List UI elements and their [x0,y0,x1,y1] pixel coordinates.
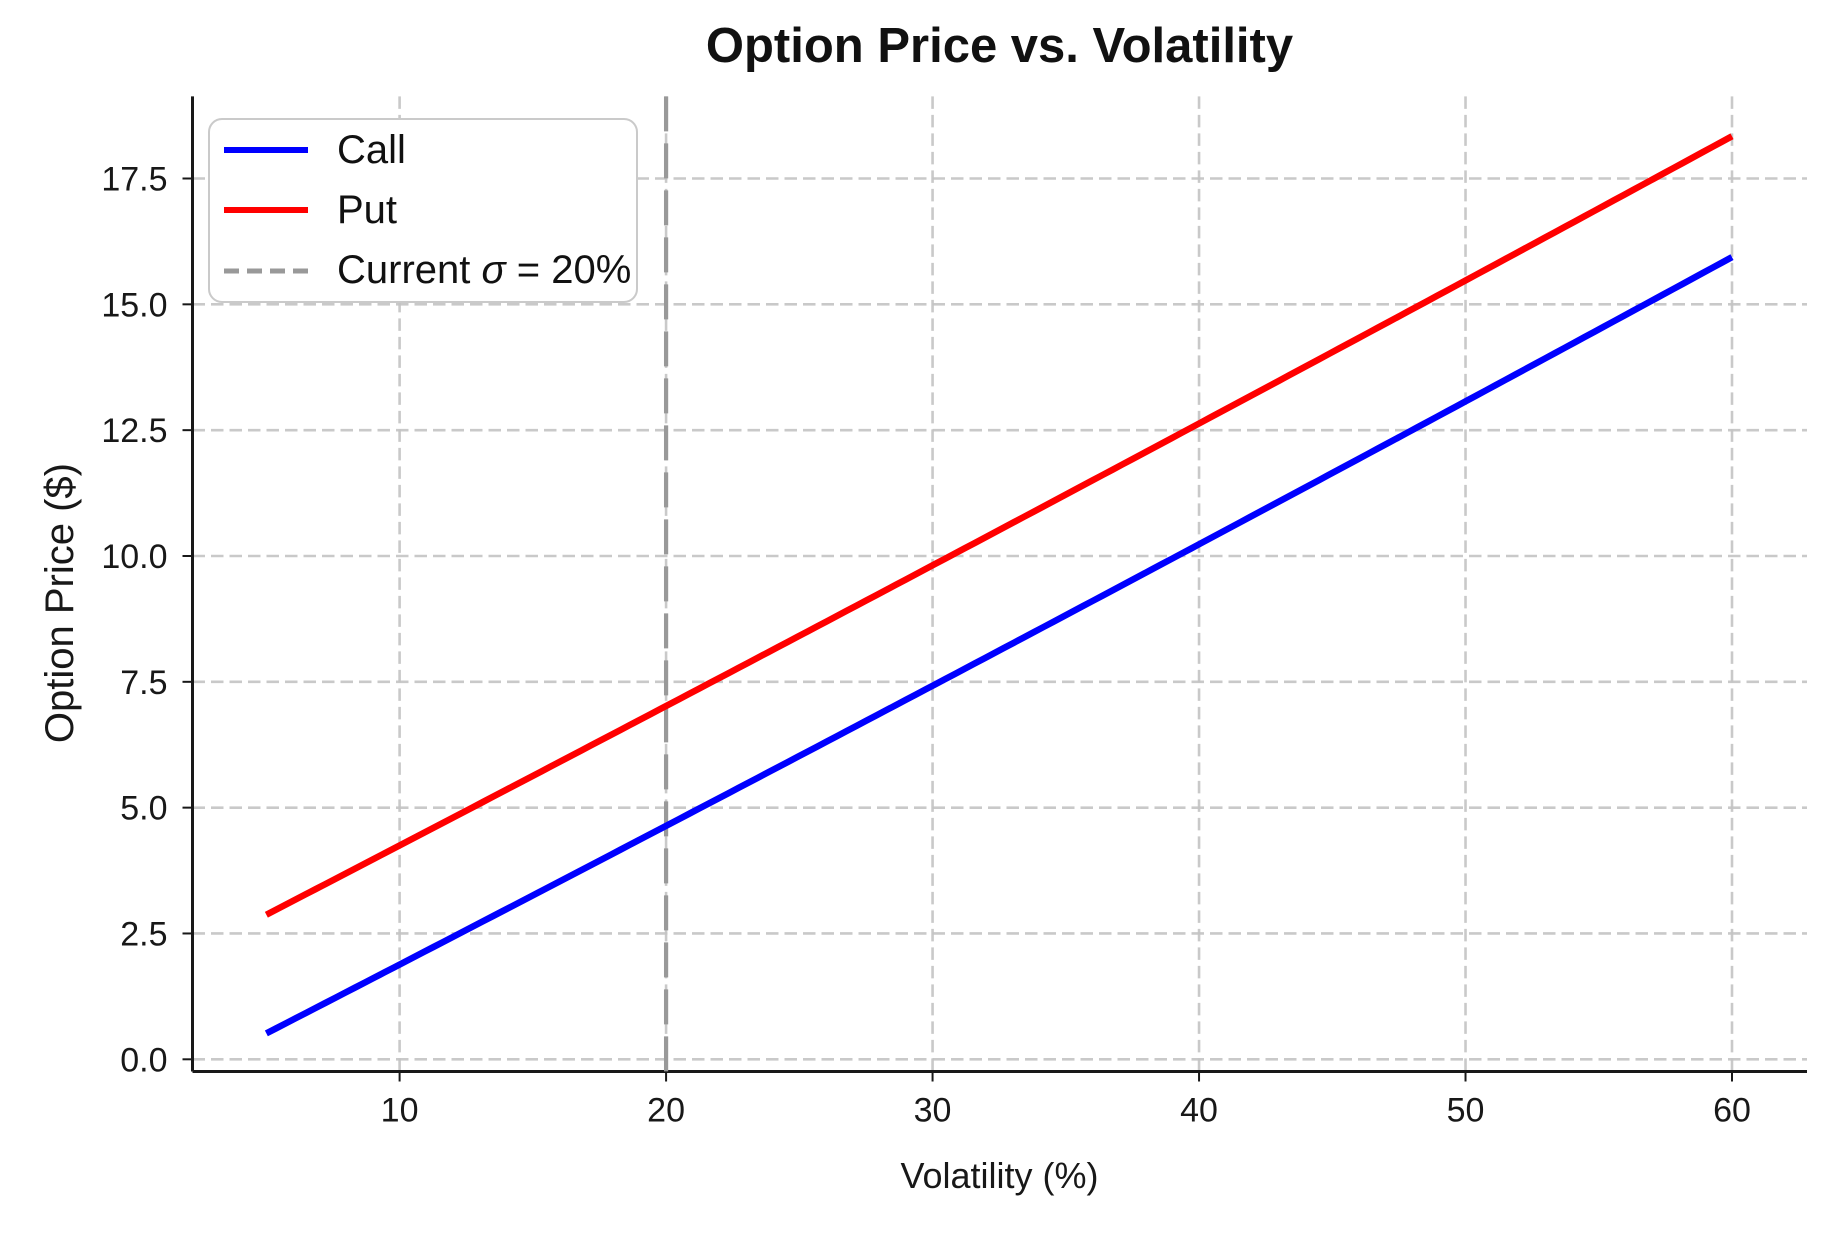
svg-text:2.5: 2.5 [120,915,167,953]
svg-text:20: 20 [647,1092,685,1130]
svg-text:10: 10 [381,1092,419,1130]
svg-text:5.0: 5.0 [120,790,167,828]
svg-text:10.0: 10.0 [101,538,167,576]
svg-text:60: 60 [1713,1092,1751,1130]
svg-text:7.5: 7.5 [120,664,167,702]
svg-text:15.0: 15.0 [101,286,167,324]
svg-text:12.5: 12.5 [101,412,167,450]
svg-text:30: 30 [914,1092,952,1130]
svg-text:50: 50 [1447,1092,1485,1130]
svg-text:17.5: 17.5 [101,161,167,199]
svg-text:40: 40 [1180,1092,1218,1130]
svg-text:0.0: 0.0 [120,1041,167,1079]
